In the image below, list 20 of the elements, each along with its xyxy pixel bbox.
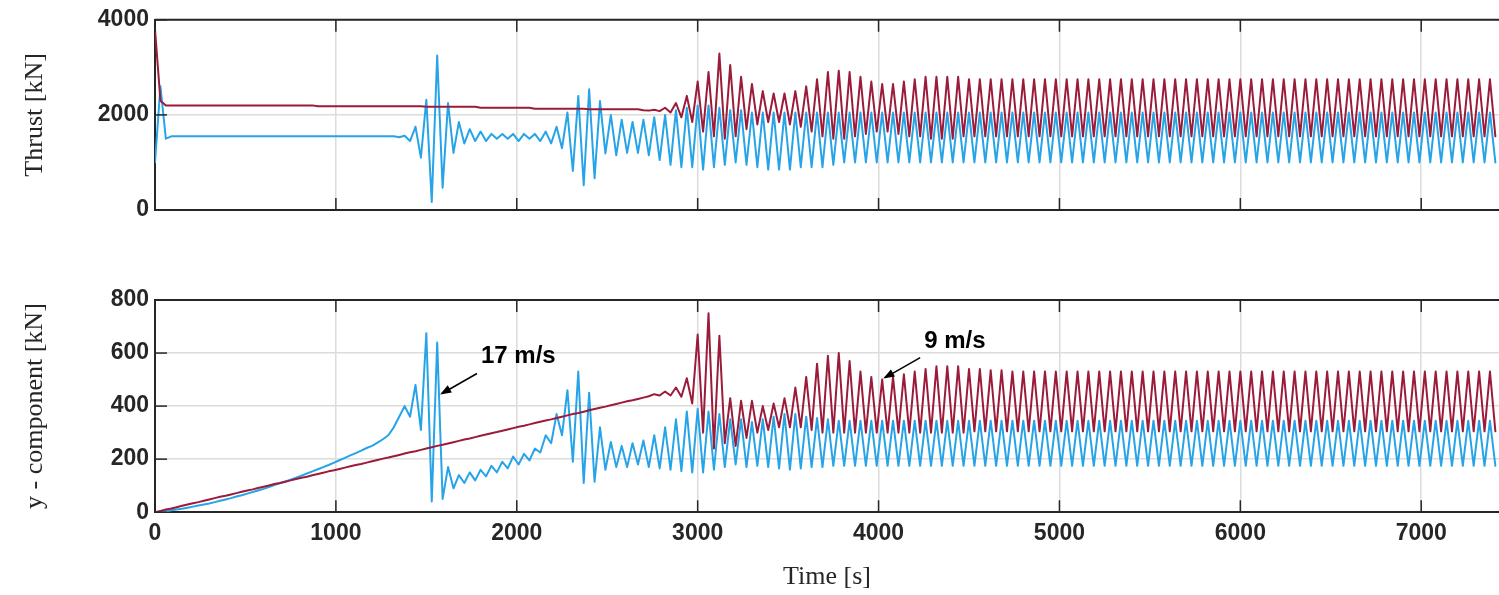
y-tick-label: 400 [110, 391, 149, 418]
y-tick-label: 800 [110, 285, 149, 312]
x-tick-label: 1000 [310, 519, 362, 546]
y-tick-label: 2000 [97, 100, 149, 127]
annotation: 17 m/s [480, 341, 556, 369]
y-axis-title: y - component [kN] [19, 303, 49, 509]
y-tick-label: 0 [136, 497, 149, 524]
y-tick-label: 0 [136, 195, 149, 222]
y-axis-title: Thrust [kN] [19, 53, 49, 177]
x-tick-label: 7000 [1395, 519, 1447, 546]
x-tick-label: 2000 [491, 519, 543, 546]
x-tick-label: 5000 [1033, 519, 1086, 546]
x-tick-label: 4000 [852, 519, 905, 546]
y-tick-label: 200 [110, 444, 149, 471]
x-axis-title: Time [s] [783, 561, 871, 591]
y-tick-label: 4000 [97, 5, 149, 32]
x-tick-label: 3000 [672, 519, 724, 546]
y-tick-label: 600 [110, 338, 149, 365]
x-tick-label: 6000 [1214, 519, 1266, 546]
annotation: 9 m/s [924, 325, 986, 353]
